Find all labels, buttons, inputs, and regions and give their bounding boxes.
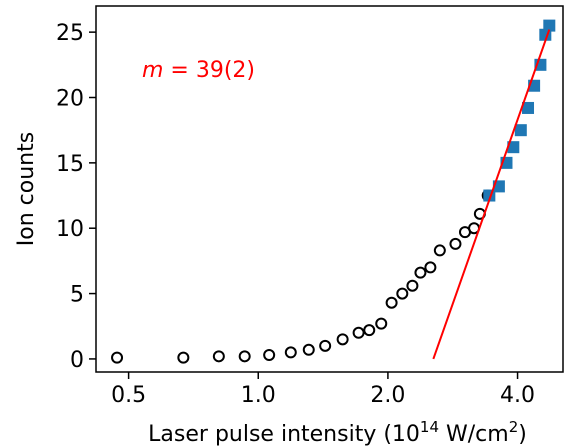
slope-annotation: m = 39(2) xyxy=(142,58,255,83)
plot-area xyxy=(95,5,564,373)
y-tick-label: 20 xyxy=(56,87,84,112)
open-circle-point xyxy=(263,349,276,362)
open-circle-point xyxy=(111,351,124,364)
open-circle-point xyxy=(424,261,437,274)
open-circle-point xyxy=(375,317,388,330)
slope-value: = 39(2) xyxy=(163,58,255,83)
x-tick-label: 1.0 xyxy=(241,383,276,408)
y-tick-label: 5 xyxy=(70,283,84,308)
data-marks xyxy=(111,19,556,364)
open-circle-point xyxy=(352,326,365,339)
x-tick-label: 4.0 xyxy=(500,383,535,408)
x-tick-label: 2.0 xyxy=(370,383,405,408)
y-tick-label: 10 xyxy=(56,217,84,242)
filled-square-point xyxy=(534,58,547,71)
open-circle-point xyxy=(385,296,398,309)
slope-symbol: m xyxy=(142,58,163,83)
open-circle-point xyxy=(414,266,427,279)
y-tick-label: 25 xyxy=(56,21,84,46)
plot-frame xyxy=(95,5,564,373)
open-circle-point xyxy=(396,287,409,300)
filled-square-point xyxy=(507,141,520,154)
open-circle-point xyxy=(319,339,332,352)
x-axis-label-close: ) xyxy=(518,422,527,447)
x-axis-label: Laser pulse intensity (1014 W/cm2) xyxy=(148,418,527,447)
open-circle-point xyxy=(363,324,376,337)
x-axis-label-exp: 14 xyxy=(420,418,439,436)
y-tick-label: 15 xyxy=(56,152,84,177)
y-axis-ticks: 0 5 10 15 20 25 xyxy=(56,21,96,373)
filled-square-point xyxy=(539,28,552,41)
filled-square-point xyxy=(522,101,535,114)
x-axis-label-unit-exp: 2 xyxy=(509,418,519,436)
x-axis-ticks: 0.5 1.0 2.0 4.0 xyxy=(111,372,535,408)
x-axis-label-main: Laser pulse intensity (10 xyxy=(148,422,420,447)
open-circle-point xyxy=(177,351,190,364)
y-axis-label: Ion counts xyxy=(14,132,39,246)
y-tick-label: 0 xyxy=(70,348,84,373)
open-circle-point xyxy=(238,350,251,363)
open-circle-point xyxy=(449,237,462,250)
open-circle-point xyxy=(433,244,446,257)
open-circle-point xyxy=(212,350,225,363)
open-circle-point xyxy=(406,279,419,292)
power-law-fit-line xyxy=(432,29,551,360)
x-tick-label: 0.5 xyxy=(111,383,146,408)
filled-square-point xyxy=(543,19,556,32)
open-circle-point xyxy=(336,333,349,346)
open-circle-point xyxy=(302,343,315,356)
filled-square-point xyxy=(514,124,527,137)
open-circle-point xyxy=(284,346,297,359)
x-axis-label-unit: W/cm xyxy=(439,422,509,447)
